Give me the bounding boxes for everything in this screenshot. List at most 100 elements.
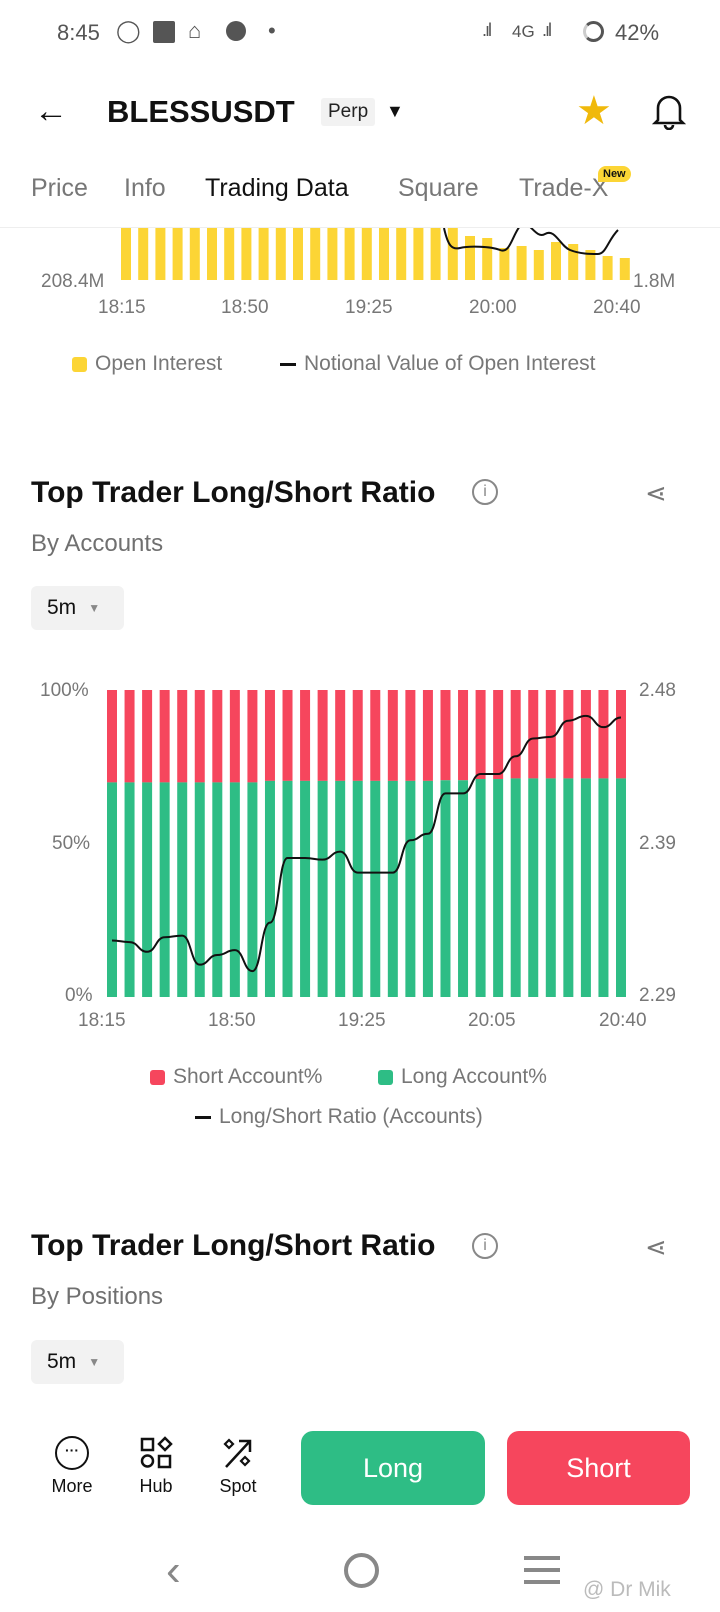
tab-trade-x[interactable]: Trade-X (519, 174, 609, 202)
short-bar (107, 690, 117, 783)
open-interest-chart (0, 228, 720, 284)
more-button[interactable]: ··· More (42, 1436, 102, 1497)
short-bar (422, 690, 433, 781)
open-interest-bar (602, 256, 613, 280)
short-bar (563, 690, 574, 779)
y-right-tick: 2.29 (639, 985, 676, 1006)
x-tick: 18:15 (78, 1010, 126, 1031)
short-bar (580, 690, 591, 779)
open-interest-bar (189, 228, 200, 280)
app-icon (153, 21, 175, 43)
long-bar (212, 782, 223, 997)
oi-left-tick: 208.4M (41, 271, 105, 292)
battery-icon (583, 21, 604, 42)
long-bar (247, 782, 258, 997)
ratio-line (111, 714, 622, 973)
short-bar (317, 690, 328, 781)
info-icon[interactable]: i (472, 1233, 498, 1259)
home-icon: ⌂ (188, 18, 202, 43)
more-label: More (51, 1476, 93, 1496)
oi-x-tick: 18:50 (221, 297, 269, 318)
open-interest-bar (447, 228, 458, 280)
open-interest-bar (172, 228, 183, 280)
short-bar (282, 690, 293, 781)
caret-down-icon: ▼ (88, 1355, 101, 1369)
open-interest-bar (619, 258, 630, 280)
open-interest-bar (396, 228, 407, 280)
long-button[interactable]: Long (301, 1431, 485, 1505)
long-bar (300, 780, 311, 997)
legend-short: Short Account% (150, 1065, 322, 1089)
signal-icon-2: .ıl (542, 20, 552, 40)
nav-menu-icon[interactable] (524, 1556, 560, 1584)
tab-price[interactable]: Price (31, 174, 88, 202)
x-tick: 20:05 (468, 1010, 516, 1031)
notional-value-line (443, 228, 619, 256)
battery-level: 42% (615, 20, 660, 45)
signal-icon: .ıl (482, 20, 492, 40)
short-bar (458, 690, 469, 781)
short-bar (387, 690, 398, 781)
hub-icon (139, 1436, 173, 1470)
nav-home-icon[interactable] (344, 1553, 379, 1588)
open-interest-bar (275, 228, 286, 280)
short-bar (177, 690, 188, 783)
y-right-tick: 2.48 (639, 680, 676, 701)
short-bar (264, 690, 275, 781)
legend-ratio: Long/Short Ratio (Accounts) (195, 1105, 483, 1129)
section-subtitle: By Accounts (31, 530, 164, 557)
long-bar (194, 782, 205, 997)
oi-x-tick: 20:40 (593, 297, 641, 318)
open-interest-bar (241, 228, 252, 280)
open-interest-bar (138, 228, 149, 280)
tab-square[interactable]: Square (398, 174, 479, 202)
interval-dropdown-2[interactable]: 5m ▼ (31, 1340, 124, 1384)
page-title: BLESSUSDT (107, 94, 295, 129)
hub-button[interactable]: Hub (126, 1436, 186, 1497)
caret-down-icon[interactable]: ▼ (386, 101, 404, 121)
open-interest-bar (379, 228, 389, 280)
short-button[interactable]: Short (507, 1431, 690, 1505)
open-interest-bar (155, 228, 166, 280)
oi-right-tick: 1.8M (633, 271, 676, 292)
open-interest-bar (310, 228, 321, 280)
long-bar (405, 780, 416, 997)
short-bar (124, 690, 135, 783)
tab-trading-data[interactable]: Trading Data (205, 174, 349, 202)
short-bar (212, 690, 223, 783)
long-bar (124, 782, 135, 997)
long-bar (370, 780, 381, 997)
nav-back-icon[interactable]: ‹ (166, 1546, 181, 1595)
section-title-2: Top Trader Long/Short Ratio (31, 1229, 436, 1262)
share-icon[interactable]: ⋖ (645, 478, 667, 508)
open-interest-bar (207, 228, 217, 280)
open-interest-bar (413, 228, 424, 280)
open-interest-bar (499, 248, 510, 280)
spot-button[interactable]: Spot (208, 1436, 268, 1497)
long-bar (422, 780, 433, 997)
legend-notional-value: Notional Value of Open Interest (280, 352, 595, 376)
long-bar (580, 778, 591, 997)
info-icon[interactable]: i (472, 479, 498, 505)
oi-x-tick: 20:00 (469, 297, 517, 318)
clock: 8:45 (57, 20, 100, 45)
short-bar (598, 690, 609, 779)
short-bar (159, 690, 170, 783)
long-bar (159, 782, 170, 997)
tab-divider (0, 227, 720, 228)
legend-long: Long Account% (378, 1065, 547, 1089)
star-icon[interactable]: ★ (576, 89, 612, 133)
open-interest-bar (327, 228, 338, 280)
watermark: @ Dr Mik (583, 1578, 671, 1601)
long-bar (317, 780, 328, 997)
long-short-chart (107, 690, 626, 997)
status-bar: 8:45 ◯ ⌂ • .ıl 4G .ıl 42% (0, 18, 720, 50)
share-icon[interactable]: ⋖ (645, 1232, 667, 1262)
short-bar (229, 690, 240, 783)
short-bar (493, 690, 504, 780)
back-arrow-icon[interactable]: ← (34, 92, 68, 130)
interval-dropdown[interactable]: 5m ▼ (31, 586, 124, 630)
bell-icon[interactable] (651, 92, 687, 135)
tab-info[interactable]: Info (124, 174, 166, 202)
short-bar (510, 690, 521, 779)
